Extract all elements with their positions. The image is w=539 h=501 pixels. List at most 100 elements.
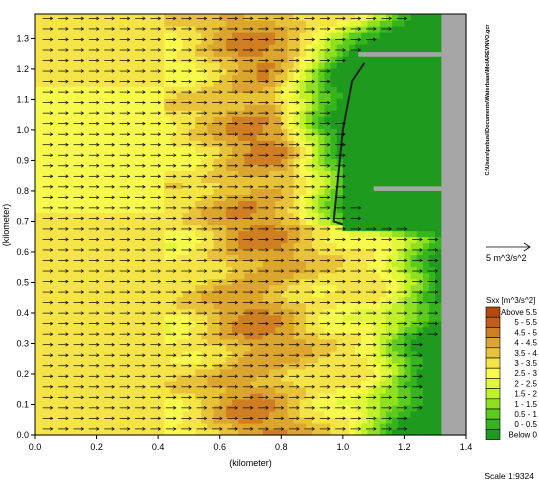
- contour-cell: [225, 326, 233, 334]
- contour-cell: [398, 62, 406, 69]
- contour-cell: [275, 416, 282, 424]
- contour-cell: [219, 428, 227, 436]
- contour-cell: [207, 50, 215, 57]
- contour-cell: [225, 38, 233, 45]
- contour-cell: [188, 14, 196, 21]
- contour-cell: [139, 74, 147, 81]
- contour-cell: [410, 224, 418, 232]
- contour-cell: [349, 152, 356, 159]
- contour-cell: [133, 404, 141, 412]
- contour-cell: [53, 92, 61, 99]
- contour-cell: [182, 266, 190, 274]
- contour-cell: [145, 386, 153, 394]
- contour-cell: [385, 104, 393, 111]
- contour-cell: [96, 128, 104, 135]
- contour-cell: [145, 392, 153, 400]
- contour-cell: [238, 176, 245, 183]
- contour-cell: [176, 146, 184, 153]
- contour-cell: [71, 38, 79, 45]
- contour-cell: [121, 128, 128, 135]
- contour-cell: [158, 50, 165, 57]
- contour-cell: [84, 350, 92, 358]
- contour-cell: [416, 92, 424, 99]
- contour-cell: [379, 140, 387, 147]
- contour-cell: [429, 26, 436, 33]
- contour-cell: [151, 26, 159, 33]
- contour-cell: [78, 362, 85, 370]
- contour-cell: [250, 86, 258, 93]
- contour-cell: [379, 332, 387, 340]
- contour-cell: [392, 194, 399, 202]
- contour-cell: [342, 242, 350, 250]
- contour-cell: [195, 362, 202, 370]
- contour-cell: [102, 296, 110, 304]
- contour-cell: [176, 254, 184, 262]
- contour-cell: [47, 386, 55, 394]
- contour-cell: [299, 38, 307, 45]
- contour-cell: [195, 218, 202, 226]
- contour-cell: [133, 182, 141, 190]
- contour-cell: [219, 374, 227, 382]
- contour-cell: [281, 230, 289, 238]
- contour-cell: [244, 122, 252, 129]
- contour-cell: [275, 56, 282, 63]
- contour-cell: [84, 404, 92, 412]
- contour-cell: [429, 362, 436, 370]
- contour-cell: [213, 62, 221, 69]
- contour-cell: [410, 26, 418, 33]
- contour-cell: [182, 74, 190, 81]
- contour-cell: [275, 68, 282, 75]
- contour-cell: [379, 296, 387, 304]
- contour-cell: [349, 56, 356, 63]
- contour-cell: [133, 242, 141, 250]
- contour-cell: [151, 392, 159, 400]
- contour-cell: [145, 410, 153, 418]
- contour-cell: [336, 14, 344, 21]
- contour-cell: [176, 194, 184, 202]
- contour-cell: [429, 44, 436, 51]
- contour-cell: [115, 32, 122, 39]
- contour-cell: [275, 278, 282, 286]
- contour-cell: [293, 254, 301, 262]
- contour-cell: [429, 68, 436, 75]
- contour-cell: [90, 56, 98, 63]
- contour-cell: [299, 338, 307, 346]
- contour-cell: [262, 242, 270, 250]
- contour-cell: [108, 368, 116, 376]
- contour-cell: [84, 116, 92, 123]
- contour-cell: [225, 194, 233, 202]
- contour-cell: [213, 146, 221, 153]
- contour-cell: [102, 284, 110, 292]
- contour-cell: [176, 344, 184, 352]
- contour-cell: [244, 140, 252, 147]
- contour-cell: [102, 278, 110, 286]
- contour-cell: [176, 38, 184, 45]
- contour-cell: [404, 230, 412, 238]
- contour-cell: [416, 200, 424, 208]
- contour-cell: [133, 362, 141, 370]
- contour-cell: [164, 416, 172, 424]
- contour-cell: [293, 356, 301, 364]
- contour-cell: [385, 44, 393, 51]
- contour-cell: [256, 92, 264, 99]
- contour-cell: [213, 356, 221, 364]
- contour-cell: [392, 386, 399, 394]
- contour-cell: [115, 182, 122, 190]
- contour-cell: [404, 122, 412, 129]
- contour-cell: [268, 260, 276, 268]
- contour-cell: [318, 362, 325, 370]
- contour-cell: [102, 122, 110, 129]
- contour-cell: [373, 224, 381, 232]
- contour-cell: [299, 248, 307, 256]
- contour-cell: [429, 422, 436, 430]
- contour-cell: [342, 80, 350, 87]
- contour-cell: [65, 248, 73, 256]
- contour-cell: [182, 398, 190, 406]
- contour-cell: [305, 344, 313, 352]
- contour-cell: [275, 62, 282, 69]
- contour-cell: [145, 254, 153, 262]
- contour-cell: [299, 134, 307, 141]
- contour-cell: [299, 368, 307, 376]
- contour-cell: [47, 74, 55, 81]
- contour-cell: [207, 68, 215, 75]
